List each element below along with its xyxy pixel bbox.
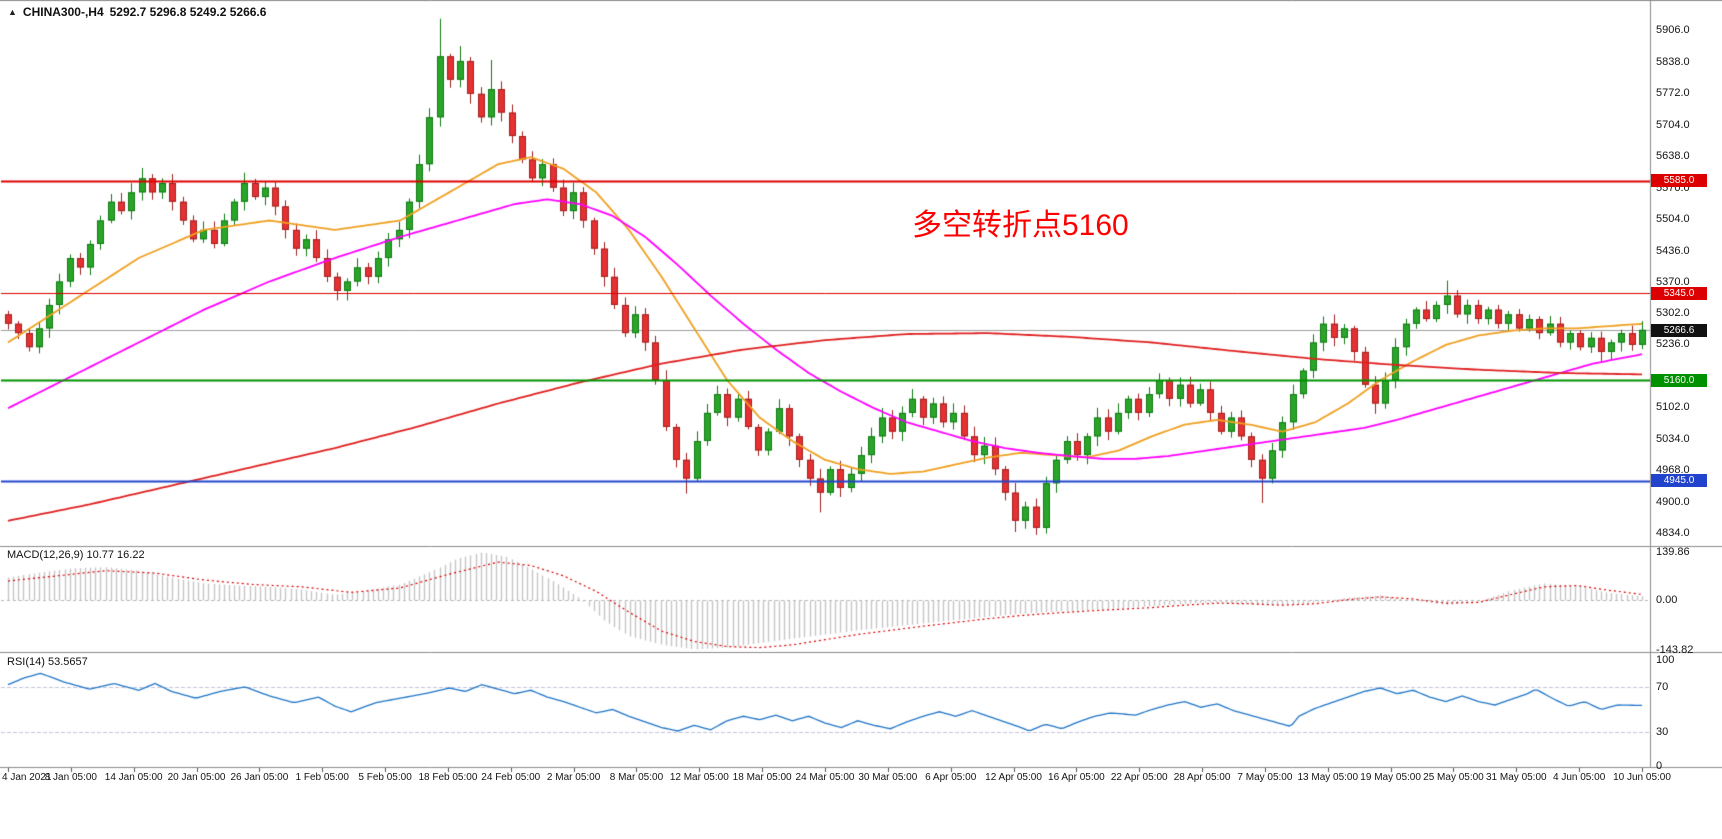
price-tag: 5266.6 (1651, 323, 1707, 337)
price-axis-label: 5302.0 (1656, 307, 1690, 320)
time-axis-label: 16 Apr 05:00 (1048, 772, 1105, 783)
price-axis-label: 4834.0 (1656, 527, 1690, 539)
time-axis-label: 18 Feb 05:00 (418, 772, 478, 783)
time-axis-label: 12 Mar 05:00 (669, 772, 729, 783)
macd-axis-label: 0.00 (1656, 594, 1678, 606)
time-axis-label: 4 Jan 2021 (2, 772, 52, 783)
price-axis-label: 5034.0 (1656, 433, 1690, 446)
symbol-timeframe-label: CHINA300-,H4 (22, 5, 104, 19)
price-axis-label: 5436.0 (1656, 244, 1690, 257)
price-axis-label: 5236.0 (1656, 338, 1690, 351)
price-axis-label: 5906.0 (1656, 24, 1690, 36)
time-axis-label: 10 Jun 05:00 (1613, 772, 1671, 783)
time-axis-label: 24 Feb 05:00 (481, 772, 541, 783)
time-axis-label: 1 Feb 05:00 (295, 772, 349, 783)
time-axis-label: 22 Apr 05:00 (1110, 772, 1168, 783)
price-axis-label: 5504.0 (1656, 212, 1690, 225)
price-tag: 5160.0 (1651, 373, 1707, 387)
rsi-axis-label: 70 (1656, 680, 1669, 693)
time-axis-label: 8 Jan 05:00 (44, 772, 97, 783)
macd-axis-label: -143.82 (1656, 643, 1694, 656)
symbol-info: ▲ CHINA300-,H4 5292.7 5296.8 5249.2 5266… (8, 5, 266, 19)
price-tag: 5585.0 (1651, 174, 1707, 188)
macd-indicator-label: MACD(12,26,9) 10.77 16.22 (7, 549, 145, 561)
price-axis-label: 5370.0 (1656, 275, 1690, 288)
time-axis-label: 14 Jan 05:00 (104, 772, 163, 783)
price-axis-label: 5102.0 (1656, 401, 1690, 414)
time-axis-label: 8 Mar 05:00 (609, 772, 664, 783)
time-axis-label: 13 May 05:00 (1297, 772, 1359, 783)
time-axis-label: 20 Jan 05:00 (167, 772, 226, 783)
macd-axis-label: 139.86 (1656, 545, 1690, 558)
time-axis-label: 28 Apr 05:00 (1173, 772, 1231, 783)
time-axis-label: 4 Jun 05:00 (1553, 772, 1606, 783)
time-axis-label: 18 Mar 05:00 (732, 772, 792, 783)
price-axis-label: 5638.0 (1656, 149, 1690, 162)
time-axis-label: 2 Mar 05:00 (546, 772, 601, 783)
time-axis-label: 31 May 05:00 (1485, 772, 1547, 783)
time-axis-label: 26 Jan 05:00 (230, 772, 289, 783)
price-axis-label: 5704.0 (1656, 118, 1690, 131)
time-axis-label: 12 Apr 05:00 (985, 772, 1042, 783)
rsi-axis-label: 0 (1656, 760, 1663, 772)
time-axis-label: 24 Mar 05:00 (795, 772, 855, 783)
time-axis-label: 6 Apr 05:00 (925, 772, 977, 783)
annotation-text: 多空转折点5160 (912, 209, 1129, 242)
price-axis-label: 5838.0 (1656, 55, 1690, 68)
time-axis-label: 30 Mar 05:00 (858, 772, 918, 783)
rsi-indicator-label: RSI(14) 53.5657 (7, 656, 88, 668)
time-axis-label: 7 May 05:00 (1237, 772, 1293, 783)
price-axis-label: 4900.0 (1656, 496, 1690, 509)
price-axis-label: 4968.0 (1656, 464, 1690, 477)
time-axis-label: 19 May 05:00 (1360, 772, 1421, 783)
price-tag: 4945.0 (1651, 474, 1707, 488)
time-axis-label: 5 Feb 05:00 (358, 772, 412, 783)
rsi-axis-label: 30 (1656, 726, 1669, 739)
price-tag: 5345.0 (1651, 286, 1707, 300)
time-axis-label: 25 May 05:00 (1423, 772, 1484, 783)
price-axis-label: 5772.0 (1656, 86, 1690, 99)
chart-marker-icon: ▲ (8, 7, 17, 17)
ohlc-values: 5292.7 5296.8 5249.2 5266.6 (109, 5, 267, 19)
rsi-axis-label: 100 (1656, 654, 1675, 666)
